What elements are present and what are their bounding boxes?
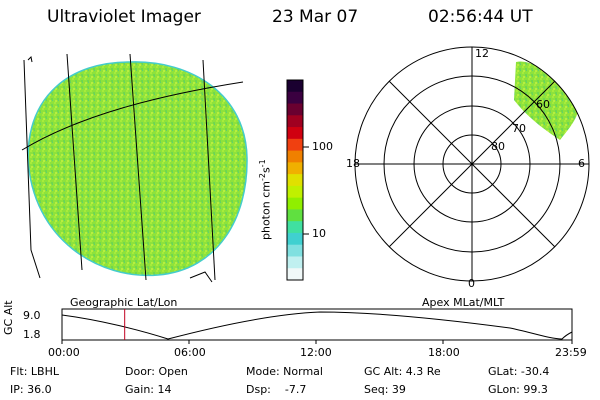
time-label: 02:56:44 UT: [428, 7, 533, 27]
mlt-label-6: 6: [578, 157, 585, 170]
geographic-image: [21, 53, 248, 283]
colorbar-segment: [287, 244, 303, 257]
gc-alt-curve: [61, 311, 573, 340]
colorbar-segment: [287, 221, 303, 234]
colorbar-segment: [287, 127, 303, 140]
auroral-oval-patch: [514, 61, 578, 140]
gc-alt-timeline: [61, 308, 573, 344]
date-label: 23 Mar 07: [272, 7, 359, 27]
colorbar-unit-label: photon cm-2s-1: [258, 159, 273, 240]
mlt-label-12: 12: [475, 47, 489, 60]
mlt-label-18: 18: [346, 157, 360, 170]
time-tick-0000: 00:00: [48, 346, 80, 359]
status-gain: Gain: 14: [125, 383, 172, 396]
colorbar-segment: [287, 162, 303, 175]
status-door: Door: Open: [125, 365, 188, 378]
time-tick-2359: 23:59: [555, 346, 587, 359]
time-tick-0600: 06:00: [174, 346, 206, 359]
time-tick-1200: 12:00: [300, 346, 332, 359]
timeline-ticks: [61, 340, 573, 344]
polar-grid: [354, 46, 590, 282]
colorbar-segment: [287, 232, 303, 246]
status-glon: GLon: 99.3: [488, 383, 548, 396]
status-ip: IP: 36.0: [10, 383, 52, 396]
time-tick-1800: 18:00: [428, 346, 460, 359]
colorbar-segment: [287, 174, 303, 187]
colorbar-segment: [287, 150, 303, 163]
north-marker: [27, 55, 33, 63]
timeline-frame: [61, 308, 573, 341]
unit-exp1: -2: [258, 173, 267, 182]
colorbar-tick-100: 100: [312, 140, 333, 153]
mlat-label-80: 80: [491, 140, 505, 153]
status-dsp: Dsp: -7.7: [246, 383, 307, 396]
colorbar-segment: [287, 268, 303, 281]
gc-alt-bottom-value: 1.8: [23, 328, 41, 341]
colorbar-ticks: [303, 146, 309, 235]
gc-alt-axis-label: GC Alt: [2, 300, 15, 335]
gc-alt-top-value: 9.0: [23, 309, 41, 322]
status-glat: GLat: -30.4: [488, 365, 550, 378]
status-mode: Mode: Normal: [246, 365, 323, 378]
unit-s: s: [259, 167, 273, 174]
status-gc-alt: GC Alt: 4.3 Re: [364, 365, 441, 378]
lat-lon-grid: [21, 53, 244, 283]
colorbar-segment: [287, 138, 303, 152]
apex-caption: Apex MLat/MLT: [422, 296, 505, 309]
mlat-label-70: 70: [512, 122, 526, 135]
colorbar-segment: [287, 209, 303, 222]
geographic-caption: Geographic Lat/Lon: [70, 296, 178, 309]
status-flt: Flt: LBHL: [10, 365, 59, 378]
colorbar-segment: [287, 197, 303, 210]
colorbar-segment: [287, 115, 303, 128]
unit-text: photon cm: [259, 181, 273, 240]
polar-plot: [354, 46, 590, 282]
status-seq: Seq: 39: [364, 383, 406, 396]
colorbar-segment: [287, 185, 303, 199]
colorbar-segment: [287, 103, 303, 116]
colorbar-tick-10: 10: [312, 227, 326, 240]
unit-exp2: -1: [258, 159, 267, 168]
mlt-label-0: 0: [468, 277, 475, 290]
mlat-label-60: 60: [536, 98, 550, 111]
earth-disk: [27, 61, 248, 277]
colorbar: [286, 79, 304, 281]
colorbar-segment: [287, 80, 303, 93]
colorbar-frame: [286, 79, 304, 281]
instrument-title: Ultraviolet Imager: [47, 7, 201, 27]
colorbar-segment: [287, 91, 303, 105]
colorbar-segment: [287, 256, 303, 269]
